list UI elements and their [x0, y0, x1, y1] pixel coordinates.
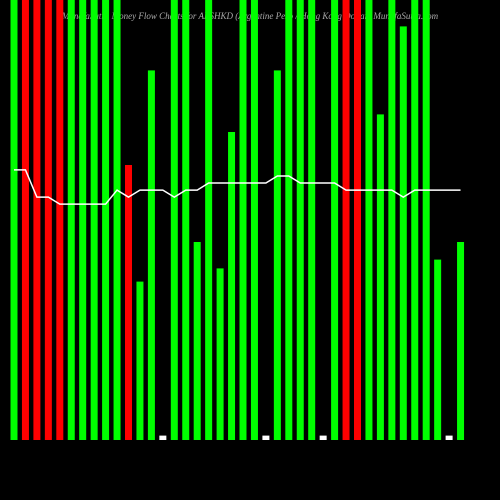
- bar: [250, 0, 258, 440]
- bar: [21, 0, 29, 440]
- bar: [147, 70, 155, 441]
- price-line: [14, 169, 461, 205]
- bar: [308, 0, 316, 440]
- bar: [273, 70, 281, 441]
- bar: [354, 0, 361, 440]
- bar: [44, 0, 52, 440]
- bar: [90, 0, 98, 440]
- bar: [411, 0, 419, 440]
- chart-title: MunafaSutra Money Flow Charts for ARSHKD…: [61, 11, 439, 21]
- bar: [182, 0, 190, 440]
- bar: [262, 435, 270, 440]
- bar: [457, 242, 465, 440]
- bar: [193, 242, 201, 440]
- bar: [216, 268, 224, 440]
- bar: [113, 0, 121, 440]
- bar: [10, 0, 18, 440]
- bar: [239, 0, 247, 440]
- bar: [136, 281, 144, 440]
- bar: [56, 0, 64, 440]
- bar: [331, 0, 339, 440]
- bar: [399, 26, 407, 441]
- bar: [67, 0, 75, 440]
- bar: [296, 0, 304, 440]
- bar: [285, 0, 293, 440]
- bar: [79, 0, 87, 440]
- bar: [342, 0, 350, 440]
- bar: [170, 0, 178, 440]
- bar: [125, 165, 132, 440]
- bar: [445, 435, 453, 440]
- bar: [319, 435, 327, 440]
- bar: [102, 0, 110, 440]
- bar: [388, 0, 396, 440]
- bar: [365, 0, 373, 440]
- bar: [205, 0, 213, 440]
- bar: [422, 0, 430, 440]
- bar: [228, 132, 236, 440]
- bar: [33, 0, 41, 440]
- bar: [376, 114, 384, 441]
- bar: [159, 435, 167, 440]
- bar: [434, 259, 442, 440]
